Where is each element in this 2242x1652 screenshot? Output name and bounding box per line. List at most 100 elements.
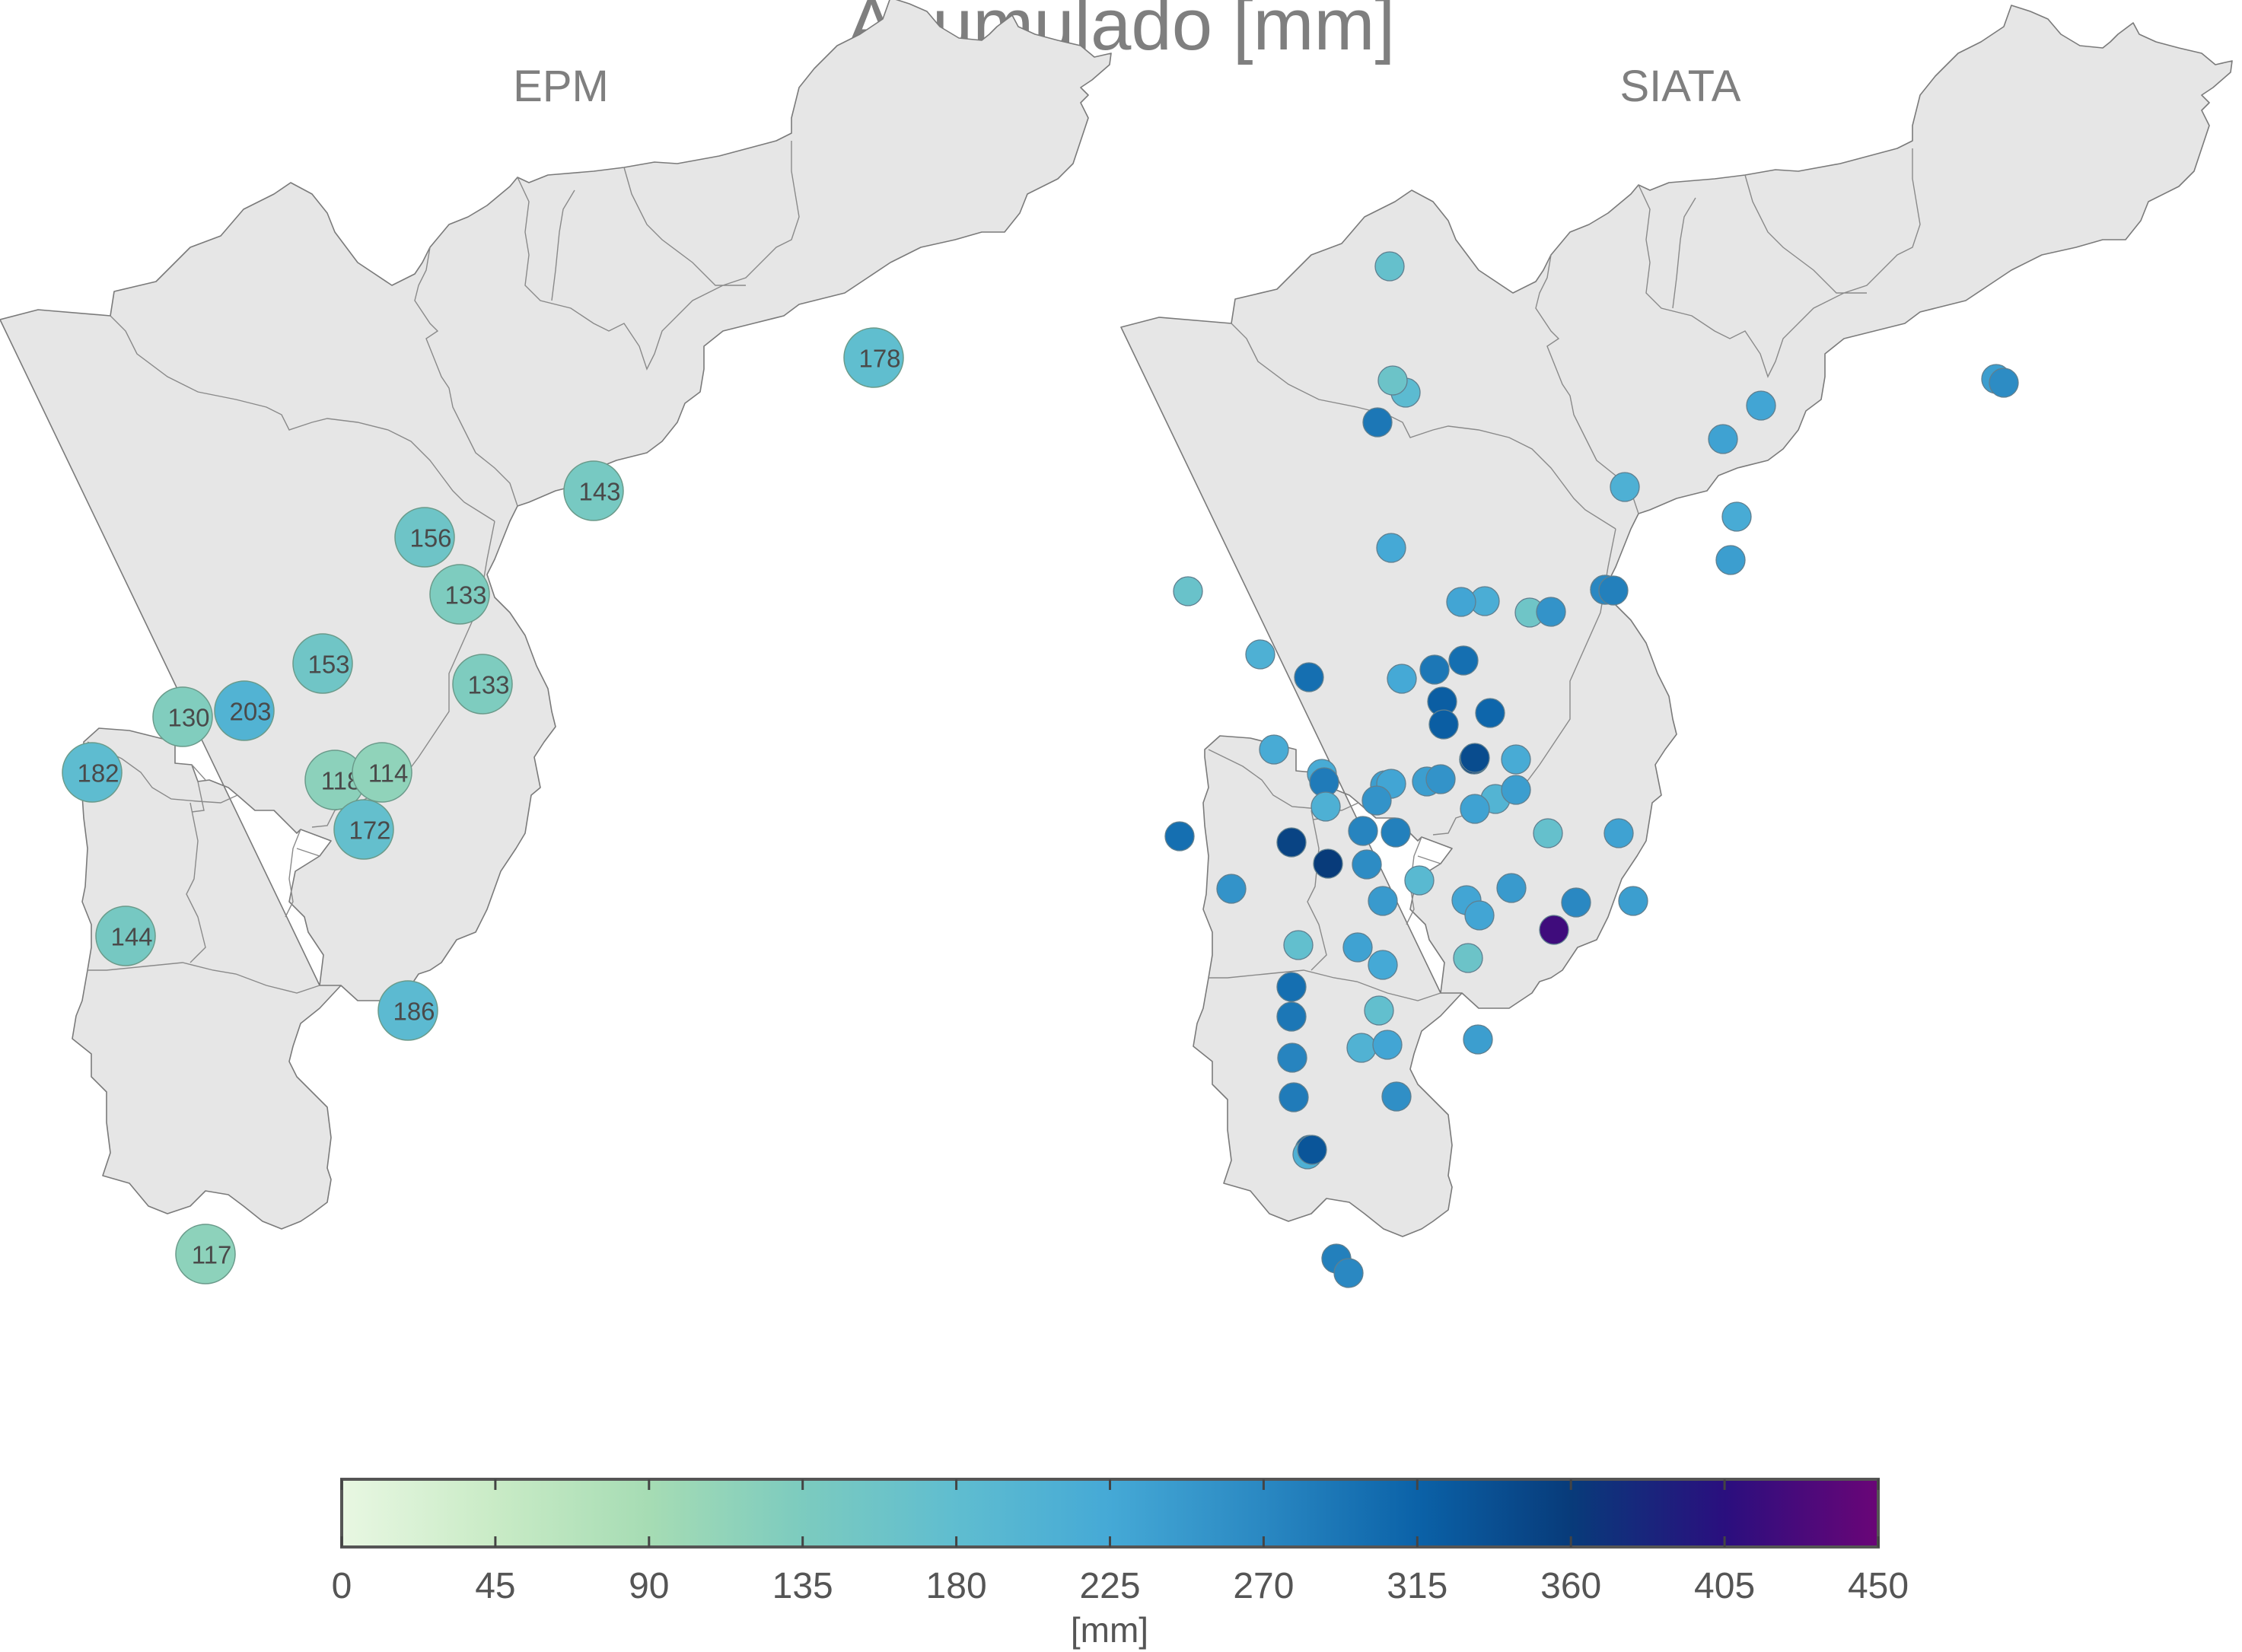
siata-station bbox=[1501, 744, 1531, 775]
siata-station bbox=[1362, 407, 1393, 438]
colorbar-tick-label: 45 bbox=[475, 1566, 515, 1606]
siata-station bbox=[1173, 576, 1203, 606]
epm-station: 144 bbox=[95, 906, 156, 966]
epm-station: 143 bbox=[563, 460, 624, 521]
siata-station bbox=[1603, 818, 1634, 848]
siata-station bbox=[1277, 1042, 1307, 1073]
colorbar-gradient bbox=[340, 1478, 1880, 1549]
siata-station bbox=[1539, 915, 1569, 945]
siata-station bbox=[1453, 943, 1483, 973]
epm-station-circle bbox=[175, 1224, 236, 1284]
siata-station bbox=[1372, 1030, 1403, 1060]
epm-station: 117 bbox=[175, 1224, 236, 1284]
siata-station bbox=[1377, 365, 1408, 396]
siata-station bbox=[1259, 734, 1289, 765]
epm-station-value: 178 bbox=[858, 345, 900, 373]
siata-station bbox=[1463, 1024, 1493, 1055]
basin-outline bbox=[0, 0, 1112, 1230]
colorbar-tick-label: 90 bbox=[629, 1566, 669, 1606]
epm-station: 133 bbox=[429, 564, 490, 625]
siata-station bbox=[1381, 817, 1411, 848]
epm-station-value: 156 bbox=[409, 524, 451, 552]
epm-station-circle bbox=[352, 742, 412, 803]
epm-station-value: 186 bbox=[393, 998, 435, 1026]
epm-station: 118 bbox=[304, 750, 365, 810]
epm-station-circle bbox=[452, 654, 513, 715]
siata-station bbox=[1721, 501, 1752, 532]
siata-station bbox=[1348, 816, 1378, 846]
epm-station-value: 130 bbox=[167, 704, 209, 732]
siata-station bbox=[1475, 698, 1505, 728]
siata-station bbox=[1276, 1001, 1307, 1032]
colorbar-tick-label: 450 bbox=[1848, 1566, 1909, 1606]
epm-station: 186 bbox=[377, 980, 438, 1041]
siata-station bbox=[1989, 368, 2019, 398]
siata-station bbox=[1333, 1258, 1364, 1288]
epm-station-value: 114 bbox=[368, 759, 409, 788]
epm-station: 153 bbox=[292, 633, 353, 694]
siata-station bbox=[1342, 932, 1373, 963]
colorbar-tick-labels: 0 45 90 135 180 225 270 315 360 405 450 bbox=[332, 1566, 1909, 1606]
siata-station bbox=[1425, 764, 1456, 794]
epm-station-value: 153 bbox=[307, 651, 349, 679]
colorbar-tick-label: 225 bbox=[1079, 1566, 1140, 1606]
epm-station-value: 172 bbox=[349, 816, 390, 845]
siata-station bbox=[1381, 1081, 1412, 1112]
colorbar-tick-label: 0 bbox=[332, 1566, 352, 1606]
siata-station bbox=[1404, 865, 1435, 896]
colorbar-tick-label: 180 bbox=[926, 1566, 987, 1606]
colorbar-tick-label: 405 bbox=[1694, 1566, 1755, 1606]
siata-station bbox=[1618, 886, 1648, 916]
siata-station bbox=[1446, 587, 1476, 617]
subbasin-lines bbox=[87, 141, 800, 994]
epm-station-circle bbox=[292, 633, 353, 694]
colorbar-tick-label: 135 bbox=[772, 1566, 833, 1606]
siata-station bbox=[1216, 874, 1247, 904]
siata-station bbox=[1708, 424, 1738, 454]
siata-station bbox=[1276, 827, 1307, 858]
siata-station bbox=[1460, 794, 1490, 824]
siata-station-markers bbox=[1164, 251, 2019, 1288]
epm-station-circle bbox=[333, 799, 394, 860]
siata-station bbox=[1387, 664, 1417, 694]
siata-station bbox=[1496, 873, 1527, 903]
epm-station-value: 133 bbox=[467, 671, 509, 699]
siata-station bbox=[1428, 709, 1459, 740]
colorbar-ticks bbox=[340, 1479, 1880, 1547]
epm-station-circle bbox=[394, 507, 455, 568]
siata-station bbox=[1419, 654, 1450, 685]
epm-station: 133 bbox=[452, 654, 513, 715]
epm-station: 203 bbox=[214, 680, 275, 741]
colorbar: 0 45 90 135 180 225 270 315 360 405 450 [mm] bbox=[332, 1478, 1909, 1650]
siata-station bbox=[1715, 545, 1746, 575]
siata-station bbox=[1283, 930, 1314, 960]
siata-station bbox=[1464, 900, 1495, 931]
siata-station bbox=[1598, 575, 1629, 606]
siata-station bbox=[1361, 785, 1392, 816]
siata-station bbox=[1460, 743, 1490, 773]
siata-station bbox=[1536, 597, 1566, 627]
epm-station-value: 203 bbox=[229, 698, 271, 726]
epm-station-circle bbox=[95, 906, 156, 966]
siata-station bbox=[1346, 1033, 1377, 1063]
siata-station bbox=[1374, 251, 1405, 282]
basin-outline bbox=[1120, 5, 2233, 1237]
epm-station: 178 bbox=[843, 327, 904, 388]
epm-station: 156 bbox=[394, 507, 455, 568]
epm-station: 130 bbox=[152, 686, 213, 747]
colorbar-tick-label: 270 bbox=[1233, 1566, 1294, 1606]
epm-station-value: 144 bbox=[110, 923, 152, 951]
siata-station bbox=[1376, 533, 1406, 563]
siata-station bbox=[1364, 995, 1394, 1026]
epm-station: 114 bbox=[352, 742, 412, 803]
siata-station bbox=[1368, 950, 1398, 980]
siata-station bbox=[1279, 1082, 1309, 1112]
epm-station-value: 117 bbox=[192, 1241, 232, 1269]
epm-station-circle bbox=[843, 327, 904, 388]
epm-station-value: 133 bbox=[444, 581, 486, 610]
siata-station bbox=[1294, 662, 1324, 692]
colorbar-tick-label: 360 bbox=[1540, 1566, 1601, 1606]
panel-title-siata: SIATA bbox=[1620, 62, 1741, 111]
epm-station-circle bbox=[152, 686, 213, 747]
epm-station-value: 143 bbox=[578, 478, 620, 506]
